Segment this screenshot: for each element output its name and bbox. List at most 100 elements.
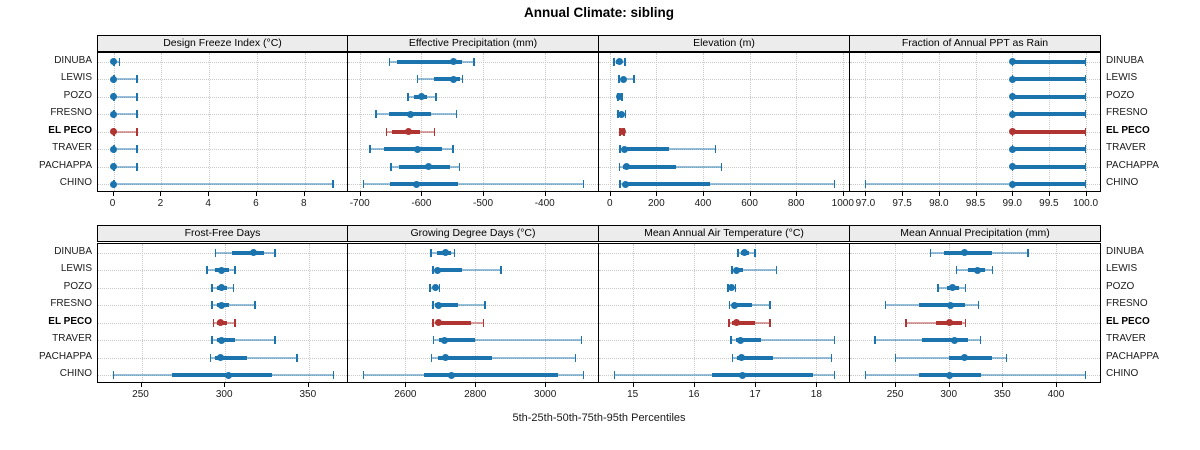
x-tick-mark [483,192,485,196]
x-tick-label: 98.0 [929,198,949,209]
median-dot [619,75,627,83]
x-gridline [948,244,950,382]
x-tick-label: 15 [627,389,639,400]
site-label-right: CHINO [1106,368,1139,380]
whisker-cap-high [484,301,486,310]
whisker-cap-low [864,180,867,189]
median-dot [440,336,448,344]
x-axis-label: 5th-25th-50th-75th-95th Percentiles [512,412,686,424]
whisker-cap-high [136,110,138,119]
x-gridline [656,53,658,191]
x-gridline [796,53,798,191]
y-gridline [850,184,1100,186]
x-gridline [209,53,211,191]
median-dot [449,58,457,66]
panel-strip: Frost-Free Days [97,225,348,242]
x-tick-mark [865,192,867,196]
site-label-right: PACHAPPA [1106,159,1159,171]
whisker-cap-low [432,301,434,310]
x-tick-label: 17 [749,389,761,400]
whisker-cap-low [618,162,621,171]
median-dot [618,110,626,118]
interval-5-95 [113,130,138,133]
median-dot [950,336,958,344]
x-tick-mark [755,383,757,387]
whisker-cap-low [211,283,213,292]
whisker-cap-low [430,248,432,257]
whisker-cap-low [619,145,621,154]
y-gridline [348,149,598,151]
y-gridline [599,270,849,272]
y-gridline [348,131,598,133]
x-gridline [865,53,867,191]
median-dot [946,319,954,327]
interval-25-75 [1012,147,1086,152]
interval-25-75 [918,303,965,308]
x-tick-mark [948,383,950,387]
site-label-right: TRAVER [1106,142,1146,154]
whisker-cap-high [482,318,485,327]
x-tick-mark [421,192,423,196]
x-gridline [938,53,940,191]
panel-cell [97,243,348,383]
x-tick-mark [975,192,977,196]
x-tick-label: 400 [694,198,712,209]
whisker-cap-high [964,283,967,292]
interval-25-75 [171,373,273,378]
x-tick-label: 0 [606,198,613,209]
interval-25-75 [623,164,677,169]
y-gridline [850,96,1100,98]
whisker-cap-high [754,248,756,257]
site-label-right: PACHAPPA [1106,350,1159,362]
median-dot [412,180,420,188]
interval-5-95 [865,183,1086,186]
site-label-left: FRESNO [50,107,92,119]
whisker-cap-high [720,162,723,171]
median-dot [1008,75,1016,83]
whisker-cap-high [234,318,236,327]
interval-25-75 [1012,129,1086,134]
x-tick-mark [938,192,940,196]
x-tick-label: 4 [205,198,211,209]
x-tick-mark [1085,192,1087,196]
whisker-cap-low [955,266,958,275]
median-dot [216,319,224,327]
whisker-cap-high [136,75,138,84]
median-dot [949,284,957,292]
interval-25-75 [435,268,462,273]
site-label-right: LEWIS [1106,263,1138,275]
interval-5-95 [433,339,582,342]
x-gridline [225,244,227,382]
median-dot [947,301,955,309]
x-gridline [755,244,757,382]
x-gridline [842,53,844,191]
interval-25-75 [384,147,443,152]
whisker-cap-high [977,301,980,310]
whisker-cap-low [432,318,434,327]
y-gridline [850,166,1100,168]
whisker-cap-low [728,318,730,327]
interval-5-95 [210,356,298,359]
panel-strip: Elevation (m) [599,35,850,52]
site-label-left: PACHAPPA [39,159,92,171]
whisker-cap-low [874,336,876,345]
panel-cell [599,243,850,383]
x-tick-mark [1012,192,1014,196]
interval-5-95 [113,183,334,186]
x-tick-label: 250 [886,389,904,400]
interval-5-95 [731,269,777,272]
x-tick-label: 16 [688,389,700,400]
x-tick-mark [1048,192,1050,196]
x-gridline [632,244,634,382]
interval-25-75 [438,338,476,343]
y-gridline [599,166,849,168]
median-dot [740,249,748,257]
y-gridline [850,61,1100,63]
whisker-cap-high [1027,248,1029,257]
x-gridline [304,53,306,191]
whisker-cap-high [433,127,436,136]
median-dot [431,284,439,292]
y-gridline [599,114,849,116]
whisker-cap-high [714,145,717,154]
site-label-right: TRAVER [1106,333,1146,345]
